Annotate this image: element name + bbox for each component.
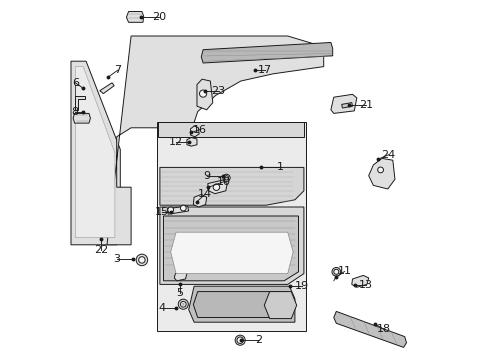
Text: 7: 7 xyxy=(114,65,121,75)
Polygon shape xyxy=(193,194,206,207)
Polygon shape xyxy=(207,180,227,194)
Polygon shape xyxy=(170,232,292,274)
Polygon shape xyxy=(126,12,143,22)
Polygon shape xyxy=(71,61,120,245)
Circle shape xyxy=(199,90,206,97)
Circle shape xyxy=(377,167,383,173)
Text: 2: 2 xyxy=(255,335,262,345)
Polygon shape xyxy=(167,206,188,214)
Text: 12: 12 xyxy=(169,137,183,147)
Polygon shape xyxy=(333,311,406,347)
Text: 14: 14 xyxy=(198,189,211,199)
Polygon shape xyxy=(174,271,186,281)
Text: 17: 17 xyxy=(257,65,271,75)
Circle shape xyxy=(235,335,244,345)
Text: 23: 23 xyxy=(211,86,225,96)
Text: 9: 9 xyxy=(203,171,210,181)
Text: 20: 20 xyxy=(151,12,165,22)
Polygon shape xyxy=(197,79,212,110)
Polygon shape xyxy=(75,96,85,110)
Text: 22: 22 xyxy=(94,245,108,255)
Polygon shape xyxy=(107,36,323,245)
Text: 19: 19 xyxy=(294,281,308,291)
Polygon shape xyxy=(73,113,90,123)
Circle shape xyxy=(180,205,186,211)
Text: 15: 15 xyxy=(154,207,168,217)
Circle shape xyxy=(178,299,188,309)
Polygon shape xyxy=(201,42,332,63)
Text: 3: 3 xyxy=(113,254,120,264)
Circle shape xyxy=(139,257,145,263)
Circle shape xyxy=(223,174,230,181)
Polygon shape xyxy=(330,94,356,113)
Text: 13: 13 xyxy=(359,280,372,291)
Circle shape xyxy=(213,184,219,190)
Text: 10: 10 xyxy=(216,177,230,187)
Polygon shape xyxy=(368,158,394,189)
Polygon shape xyxy=(341,103,352,108)
Text: 5: 5 xyxy=(176,288,183,298)
Polygon shape xyxy=(160,207,303,284)
Polygon shape xyxy=(264,292,296,319)
Polygon shape xyxy=(351,275,368,287)
Text: 18: 18 xyxy=(376,324,390,334)
Polygon shape xyxy=(188,286,294,322)
Text: 6: 6 xyxy=(72,78,79,88)
Polygon shape xyxy=(193,292,290,318)
Polygon shape xyxy=(186,138,197,146)
Circle shape xyxy=(331,267,340,276)
Polygon shape xyxy=(160,167,303,205)
Text: 11: 11 xyxy=(337,266,351,276)
Text: 4: 4 xyxy=(158,303,165,313)
Polygon shape xyxy=(100,83,114,94)
Circle shape xyxy=(167,207,173,213)
Polygon shape xyxy=(75,67,115,238)
Text: 1: 1 xyxy=(276,162,284,172)
Circle shape xyxy=(136,254,147,266)
Text: 8: 8 xyxy=(72,107,79,117)
Circle shape xyxy=(237,337,243,343)
Polygon shape xyxy=(190,126,199,137)
Text: 16: 16 xyxy=(192,125,206,135)
Polygon shape xyxy=(163,216,298,281)
Text: 21: 21 xyxy=(358,100,372,110)
Circle shape xyxy=(224,176,228,180)
Circle shape xyxy=(333,269,338,274)
Text: 24: 24 xyxy=(381,150,395,160)
Polygon shape xyxy=(158,122,303,137)
Polygon shape xyxy=(157,122,305,331)
Circle shape xyxy=(180,301,186,307)
